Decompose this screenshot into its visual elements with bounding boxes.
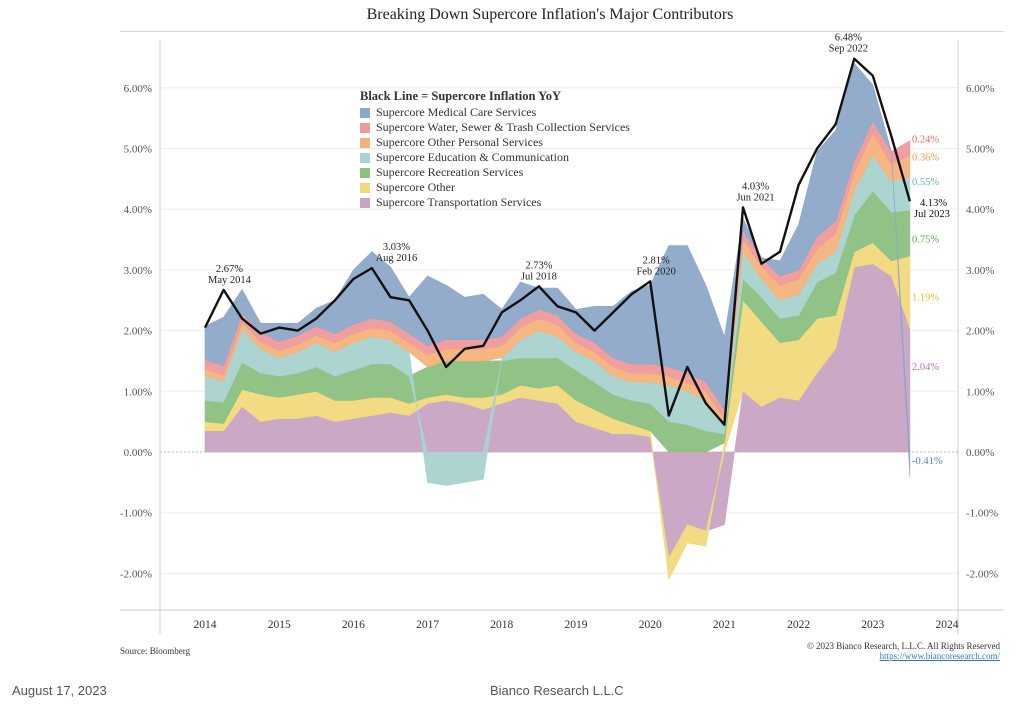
legend-swatch-education <box>360 152 370 163</box>
end-label: 0.24% <box>912 134 939 145</box>
annotation-value: 6.48% <box>835 33 862 44</box>
legend-swatch-recreation <box>360 167 370 178</box>
y-tick-label-left: -1.00% <box>120 508 152 520</box>
end-label: 4.13% <box>920 198 947 209</box>
annotation-value: 3.03% <box>383 242 410 253</box>
y-tick-label-right: 6.00% <box>966 83 994 95</box>
y-tick-label-left: -2.00% <box>120 568 152 580</box>
y-tick-label-left: 6.00% <box>124 83 152 95</box>
end-label-date: Jul 2023 <box>914 209 950 220</box>
title-divider <box>120 31 1004 32</box>
legend-item: Supercore Education & Communication <box>360 150 630 165</box>
y-tick-label-left: 0.00% <box>124 447 152 459</box>
x-tick-label: 2019 <box>565 619 588 631</box>
y-tick-label-left: 5.00% <box>124 144 152 156</box>
y-tick-label-left: 4.00% <box>124 204 152 216</box>
annotation-value: 2.73% <box>525 260 552 271</box>
x-tick-label: 2020 <box>639 619 662 631</box>
source-note: Source: Bloomberg <box>120 646 191 656</box>
copyright-block: © 2023 Bianco Research, L.L.C. All Right… <box>807 641 1000 661</box>
chart-title: Breaking Down Supercore Inflation's Majo… <box>366 6 734 23</box>
annotation-date: Aug 2016 <box>376 253 418 264</box>
legend-item: Supercore Medical Care Services <box>360 105 630 120</box>
legend-title: Black Line = Supercore Inflation YoY <box>360 89 562 103</box>
y-tick-label-right: -1.00% <box>966 508 998 520</box>
area-series-supercore-education-communication <box>204 154 911 486</box>
x-tick-label: 2016 <box>342 619 365 631</box>
annotation-date: Jun 2021 <box>736 192 774 203</box>
y-tick-label-right: 2.00% <box>966 326 994 338</box>
legend-swatch-medical <box>360 107 370 118</box>
y-tick-label-right: 3.00% <box>966 265 994 277</box>
legend-label: Supercore Medical Care Services <box>376 105 537 119</box>
legend-label: Supercore Other <box>376 180 455 194</box>
x-tick-label: 2022 <box>787 619 810 631</box>
x-tick-label: 2021 <box>713 619 736 631</box>
x-tick-label: 2017 <box>416 619 439 631</box>
y-tick-label-right: 1.00% <box>966 386 994 398</box>
x-tick-label: 2014 <box>194 619 217 631</box>
end-label: 1.19% <box>912 292 939 303</box>
legend-item: Supercore Other Personal Services <box>360 135 630 150</box>
y-tick-label-right: 0.00% <box>966 447 994 459</box>
end-label: 2.04% <box>912 362 939 373</box>
website-link[interactable]: https://www.biancoresearch.com/ <box>879 651 1000 661</box>
legend: Black Line = Supercore Inflation YoY Sup… <box>360 89 630 210</box>
x-tick-label: 2018 <box>490 619 513 631</box>
x-tick-label: 2015 <box>268 619 291 631</box>
annotation-value: 2.67% <box>216 264 243 275</box>
end-label: 0.75% <box>912 235 939 246</box>
legend-item: Supercore Recreation Services <box>360 165 630 180</box>
y-tick-label-right: 5.00% <box>966 144 994 156</box>
annotation-date: May 2014 <box>208 275 252 286</box>
legend-item: Supercore Other <box>360 180 630 195</box>
legend-label: Supercore Education & Communication <box>376 150 569 164</box>
end-label: 0.36% <box>912 153 939 164</box>
legend-item: Supercore Transportation Services <box>360 195 630 210</box>
legend-item: Supercore Water, Sewer & Trash Collectio… <box>360 120 630 135</box>
legend-swatch-other <box>360 182 370 193</box>
legend-swatch-transportation <box>360 197 370 208</box>
footer-company: Bianco Research L.L.C <box>490 683 624 698</box>
x-tick-label: 2023 <box>861 619 884 631</box>
legend-swatch-personal <box>360 137 370 148</box>
end-label: 0.55% <box>912 177 939 188</box>
y-tick-label-left: 2.00% <box>124 326 152 338</box>
legend-swatch-water <box>360 122 370 133</box>
legend-label: Supercore Water, Sewer & Trash Collectio… <box>376 120 630 134</box>
legend-label: Supercore Transportation Services <box>376 195 542 209</box>
supercore-inflation-line <box>203 57 912 426</box>
y-tick-label-left: 1.00% <box>124 386 152 398</box>
annotation-date: Sep 2022 <box>829 44 868 55</box>
y-tick-label-right: 4.00% <box>966 204 994 216</box>
copyright-text: © 2023 Bianco Research, L.L.C. All Right… <box>806 641 1000 651</box>
y-tick-label-right: -2.00% <box>966 568 998 580</box>
end-label: -0.41% <box>912 456 943 467</box>
annotation-date: Feb 2020 <box>636 266 675 277</box>
annotation-value: 2.81% <box>643 255 670 266</box>
legend-label: Supercore Recreation Services <box>376 165 524 179</box>
legend-label: Supercore Other Personal Services <box>376 135 543 149</box>
area-series-supercore-medical-care-services <box>204 62 911 477</box>
y-tick-label-left: 3.00% <box>124 265 152 277</box>
annotation-value: 4.03% <box>742 181 769 192</box>
x-tick-label: 2024 <box>936 619 959 631</box>
annotation-date: Jul 2018 <box>521 271 557 282</box>
footer-date: August 17, 2023 <box>12 683 107 698</box>
